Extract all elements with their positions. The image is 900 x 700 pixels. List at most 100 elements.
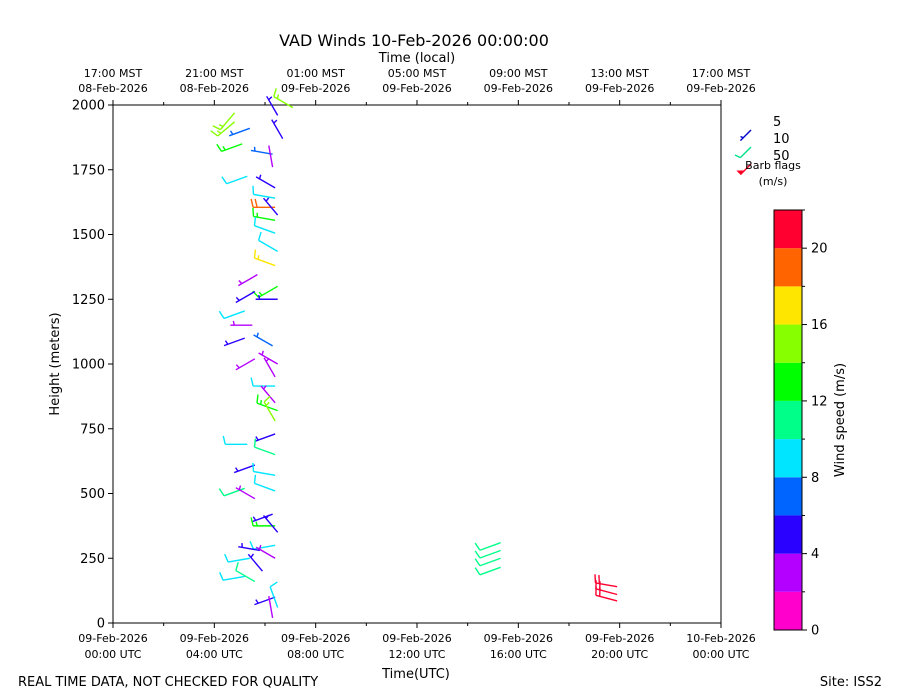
wind-barb [221,175,248,185]
top-axis-label: Time (local) [378,51,455,66]
wind-barb [474,549,501,559]
barb-shaft [269,586,279,608]
barb-full [253,249,257,259]
barb-half [250,553,255,558]
barb-half [238,485,242,490]
colorbar-bin [774,477,802,516]
barb-half [265,197,270,202]
barb-legend-title: Barb flags [745,159,801,172]
barb-shaft [254,482,276,492]
x-tick-time: 04:00 UTC [186,648,243,661]
barb-shaft [479,566,501,576]
x-tick-date: 09-Feb-2026 [281,632,350,645]
barb-full [252,207,255,217]
barb-half [255,436,259,441]
barb-half [229,130,234,135]
barb-full [254,198,258,208]
wind-barb [255,174,276,189]
top-tick-time: 21:00 MST [185,67,244,80]
top-tick-time: 09:00 MST [489,67,548,80]
wind-barb [739,129,752,142]
y-tick-label: 0 [97,617,105,632]
barb-half [216,130,222,134]
barb-half [255,521,258,527]
wind-barb [230,320,253,326]
colorbar-tick-label: 16 [811,318,828,333]
barb-full [249,540,255,550]
barb-full [216,143,223,152]
top-tick-date: 08-Feb-2026 [78,82,147,95]
wind-barb [252,185,276,199]
wind-speed-colorbar: 0 4 8 12 16 20 [773,209,828,639]
top-tick-time: 01:00 MST [286,67,345,80]
top-tick-time: 05:00 MST [388,67,447,80]
wind-barb [258,350,279,365]
wind-barb [251,513,273,523]
y-tick-label: 1750 [72,163,105,178]
barb-full [474,558,481,567]
wind-barb [474,566,501,576]
y-tick-label: 1000 [72,358,105,373]
wind-barb [266,95,279,116]
colorbar-tick-label: 4 [811,547,819,562]
barb-full [263,395,271,403]
wind-barb [218,487,245,497]
barb-half [258,544,262,550]
barb-full [250,377,254,387]
wind-barb [222,435,248,445]
barb-shaft [479,557,501,567]
barb-half [261,350,264,356]
top-tick-time: 13:00 MST [590,67,649,80]
barb-shaft [254,225,276,234]
barb-shaft [228,557,250,563]
y-tick-label: 1250 [72,293,105,308]
barb-shaft [268,145,274,168]
wind-barb [219,572,245,581]
barb-full [269,581,278,588]
colorbar-bin [774,286,802,325]
x-tick-time: 08:00 UTC [287,648,344,661]
x-axis-label: Time(UTC) [381,667,450,682]
wind-barb [216,143,243,153]
barb-full [222,435,226,445]
barb-full [253,217,257,226]
colorbar-bin [774,553,802,592]
wind-barb [238,543,261,552]
wind-barb [260,385,276,404]
x-tick-date: 09-Feb-2026 [180,632,249,645]
barb-full [210,130,219,137]
barb-full [474,567,481,576]
barb-full [219,572,224,581]
y-tick-label: 500 [80,487,105,502]
x-tick-time: 20:00 UTC [591,648,648,661]
barb-shaft [253,193,276,199]
barb-half [265,357,270,362]
barb-legend-label: 10 [773,132,790,147]
barb-shaft [235,569,256,583]
wind-barb [223,337,245,347]
colorbar-bin [774,439,802,478]
wind-barb [262,514,279,533]
wind-barb [271,119,284,140]
top-tick-date: 09-Feb-2026 [585,82,654,95]
barb-full [253,438,257,448]
barb-half [257,294,261,300]
x-axis-top-ticks: 17:00 MST 08-Feb-2026 21:00 MST 08-Feb-2026… [78,67,756,105]
barb-half [256,332,259,338]
colorbar-tick-label: 8 [811,471,819,486]
wind-barb [257,231,279,252]
wind-barb [269,581,279,608]
barb-full [250,517,254,527]
wind-barb [253,474,276,492]
y-tick-label: 750 [80,422,105,437]
barb-shaft [226,175,248,185]
wind-barb [268,596,274,618]
wind-barb [734,146,752,159]
x-tick-time: 12:00 UTC [388,648,445,661]
barb-full [218,488,225,497]
barb-shaft [268,596,274,618]
x-tick-date: 10-Feb-2026 [686,632,755,645]
wind-barb [262,197,279,216]
wind-barb [736,163,752,176]
colorbar-bin [774,210,802,249]
